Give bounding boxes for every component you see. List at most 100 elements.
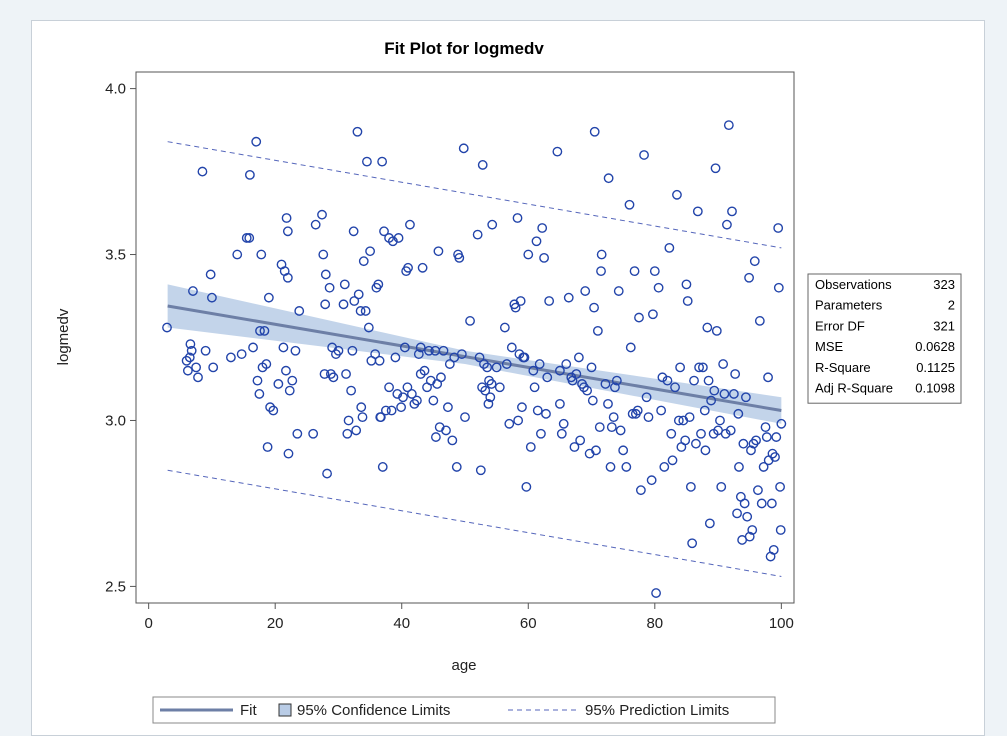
data-point xyxy=(265,402,276,413)
data-point xyxy=(251,136,262,147)
data-point xyxy=(370,349,381,359)
data-point xyxy=(632,405,643,416)
data-point xyxy=(480,385,491,396)
data-point xyxy=(670,382,680,393)
prediction-limit-upper xyxy=(167,141,782,249)
data-point xyxy=(458,143,469,154)
data-point xyxy=(715,415,725,426)
data-point xyxy=(722,219,732,230)
data-point xyxy=(310,219,321,230)
data-point xyxy=(208,362,219,373)
data-point xyxy=(747,525,758,535)
axes-layer: 0 20 40 60 80 100 2.5 3.0 3.5 4.0 xyxy=(105,81,794,632)
data-point xyxy=(322,468,332,479)
data-point xyxy=(356,402,367,413)
data-point xyxy=(555,365,565,376)
x-tick-label: 20 xyxy=(267,615,284,632)
data-point xyxy=(186,345,197,356)
data-point xyxy=(680,435,691,446)
x-axis-label: age xyxy=(451,657,476,674)
data-point xyxy=(515,296,526,306)
legend: Fit 95% Confidence Limits 95% Prediction L… xyxy=(152,696,776,724)
data-point xyxy=(317,209,327,220)
data-point xyxy=(739,498,750,509)
data-point xyxy=(746,445,756,456)
data-point xyxy=(653,282,664,293)
data-point xyxy=(552,146,563,157)
data-point xyxy=(415,342,426,353)
data-point xyxy=(283,448,294,459)
data-point xyxy=(319,369,330,379)
data-point xyxy=(525,442,536,452)
data-point xyxy=(563,292,574,303)
data-point xyxy=(379,226,389,237)
data-point xyxy=(615,425,626,436)
data-point xyxy=(582,385,593,396)
data-point xyxy=(188,286,198,296)
data-point xyxy=(770,452,780,462)
data-point xyxy=(347,345,358,356)
data-point xyxy=(733,408,744,419)
chart-title: Fit Plot for logmedv xyxy=(384,39,544,58)
data-point xyxy=(506,342,517,353)
x-tick-label: 0 xyxy=(144,615,152,632)
data-point xyxy=(706,395,717,406)
data-point xyxy=(773,282,784,293)
data-point xyxy=(430,432,441,442)
stats-value: 0.0628 xyxy=(915,339,955,354)
data-point xyxy=(539,252,549,263)
data-point xyxy=(611,375,622,386)
data-point xyxy=(523,249,534,260)
data-point xyxy=(290,345,301,356)
stats-value: 2 xyxy=(948,298,955,313)
data-point xyxy=(697,362,708,373)
data-point xyxy=(287,375,298,386)
data-point xyxy=(504,418,515,429)
data-point xyxy=(537,223,548,233)
data-point xyxy=(386,405,397,416)
data-point xyxy=(259,325,270,336)
data-point xyxy=(732,508,742,519)
data-point xyxy=(696,428,706,439)
data-point xyxy=(596,249,607,260)
data-point xyxy=(603,398,613,409)
data-point xyxy=(761,432,772,442)
data-point xyxy=(639,150,649,160)
data-point xyxy=(403,262,413,273)
data-point xyxy=(643,412,654,423)
data-point xyxy=(444,359,455,369)
data-point xyxy=(281,213,292,223)
data-point xyxy=(771,432,782,442)
data-point xyxy=(282,226,293,237)
data-point xyxy=(362,156,372,167)
data-point xyxy=(534,359,545,369)
data-point xyxy=(657,372,668,383)
data-point xyxy=(773,223,784,233)
data-point xyxy=(704,518,715,529)
data-point xyxy=(730,369,741,379)
data-point xyxy=(278,342,289,353)
data-point xyxy=(358,256,369,267)
stats-value: 0.1098 xyxy=(915,381,955,396)
data-point xyxy=(756,498,767,509)
data-point xyxy=(672,189,682,200)
data-point xyxy=(586,362,597,373)
data-point xyxy=(681,279,692,290)
data-point xyxy=(494,382,505,393)
data-point xyxy=(775,481,785,492)
data-point xyxy=(667,455,678,466)
data-point xyxy=(352,126,363,137)
data-point xyxy=(627,408,638,419)
stats-label: R-Square xyxy=(815,360,871,375)
data-point xyxy=(719,389,730,399)
data-point xyxy=(396,402,406,413)
data-point xyxy=(417,262,428,273)
data-point xyxy=(573,352,584,363)
data-point xyxy=(472,229,483,240)
data-point xyxy=(181,355,192,366)
data-point xyxy=(531,236,542,247)
stats-label: Adj R-Square xyxy=(815,381,893,396)
data-point xyxy=(694,362,704,373)
data-point xyxy=(363,322,374,333)
data-point xyxy=(741,392,751,403)
